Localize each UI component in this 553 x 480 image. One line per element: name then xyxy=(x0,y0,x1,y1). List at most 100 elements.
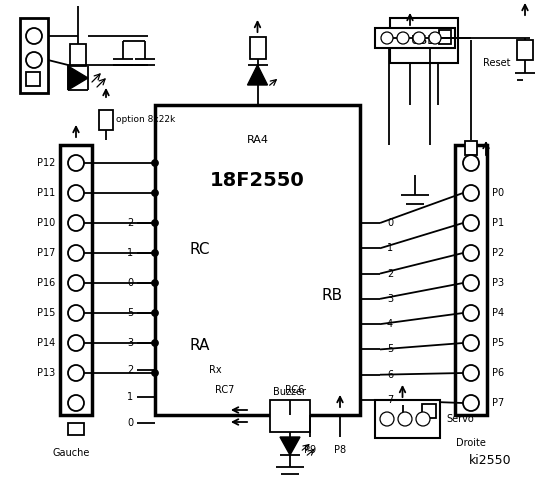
Text: 18F2550: 18F2550 xyxy=(210,170,305,190)
Text: 3: 3 xyxy=(127,338,133,348)
Circle shape xyxy=(68,305,84,321)
Bar xyxy=(70,44,86,66)
Text: 2: 2 xyxy=(127,365,133,375)
Circle shape xyxy=(26,52,42,68)
Circle shape xyxy=(68,275,84,291)
Bar xyxy=(270,400,310,432)
Bar xyxy=(60,145,92,415)
Text: 2: 2 xyxy=(387,269,393,278)
Text: 7: 7 xyxy=(387,395,393,405)
Text: P17: P17 xyxy=(36,248,55,258)
Circle shape xyxy=(463,365,479,381)
Bar xyxy=(375,400,440,438)
Circle shape xyxy=(68,245,84,261)
Circle shape xyxy=(380,412,394,426)
Text: 0: 0 xyxy=(127,278,133,288)
Circle shape xyxy=(152,339,159,347)
Circle shape xyxy=(152,279,159,287)
Circle shape xyxy=(463,215,479,231)
Bar xyxy=(155,105,360,415)
Circle shape xyxy=(68,185,84,201)
Polygon shape xyxy=(280,437,300,455)
Circle shape xyxy=(463,155,479,171)
Text: 1: 1 xyxy=(127,392,133,402)
Circle shape xyxy=(68,395,84,411)
Circle shape xyxy=(152,370,159,376)
Text: Droite: Droite xyxy=(456,438,486,448)
Polygon shape xyxy=(248,65,268,85)
Circle shape xyxy=(416,412,430,426)
Text: RC: RC xyxy=(190,242,210,257)
Text: 1: 1 xyxy=(127,248,133,258)
Circle shape xyxy=(463,395,479,411)
Text: USB: USB xyxy=(411,34,437,47)
Circle shape xyxy=(463,305,479,321)
Text: P5: P5 xyxy=(492,338,504,348)
Bar xyxy=(465,141,477,155)
Bar xyxy=(20,18,48,93)
Circle shape xyxy=(152,190,159,196)
Bar xyxy=(455,145,487,415)
Bar xyxy=(26,72,40,86)
Text: RC7: RC7 xyxy=(215,385,234,395)
Text: 5: 5 xyxy=(127,308,133,318)
Circle shape xyxy=(152,159,159,167)
Text: option 8x22k: option 8x22k xyxy=(116,116,176,124)
Circle shape xyxy=(397,32,409,44)
Text: P15: P15 xyxy=(36,308,55,318)
Text: 4: 4 xyxy=(387,319,393,329)
Text: P4: P4 xyxy=(492,308,504,318)
Text: P9: P9 xyxy=(304,445,316,455)
Bar xyxy=(422,404,436,418)
Circle shape xyxy=(68,365,84,381)
Text: P11: P11 xyxy=(36,188,55,198)
Circle shape xyxy=(463,245,479,261)
Text: P2: P2 xyxy=(492,248,504,258)
Bar xyxy=(439,30,451,44)
Text: P7: P7 xyxy=(492,398,504,408)
Circle shape xyxy=(463,275,479,291)
Bar xyxy=(517,40,533,60)
Text: Rx: Rx xyxy=(208,365,221,375)
Text: Reset: Reset xyxy=(483,58,510,68)
Circle shape xyxy=(429,32,441,44)
Text: P3: P3 xyxy=(492,278,504,288)
Text: 1: 1 xyxy=(387,243,393,253)
Text: RB: RB xyxy=(321,288,342,302)
Circle shape xyxy=(68,335,84,351)
Circle shape xyxy=(413,32,425,44)
Text: P12: P12 xyxy=(36,158,55,168)
Text: 2: 2 xyxy=(127,218,133,228)
Text: P16: P16 xyxy=(36,278,55,288)
Text: P13: P13 xyxy=(36,368,55,378)
Text: P1: P1 xyxy=(492,218,504,228)
Text: 3: 3 xyxy=(387,294,393,304)
Circle shape xyxy=(68,215,84,231)
Text: RA4: RA4 xyxy=(247,135,269,145)
Bar xyxy=(249,37,265,59)
Text: P8: P8 xyxy=(334,445,346,455)
Circle shape xyxy=(26,28,42,44)
Circle shape xyxy=(381,32,393,44)
Text: Buzzer: Buzzer xyxy=(274,387,306,397)
Text: 0: 0 xyxy=(127,418,133,428)
Circle shape xyxy=(463,185,479,201)
Text: 5: 5 xyxy=(387,345,393,354)
Circle shape xyxy=(152,310,159,316)
Text: RC6: RC6 xyxy=(285,385,305,395)
Text: 6: 6 xyxy=(387,370,393,380)
Text: P0: P0 xyxy=(492,188,504,198)
Circle shape xyxy=(463,335,479,351)
Circle shape xyxy=(398,412,412,426)
Polygon shape xyxy=(68,66,88,90)
Circle shape xyxy=(152,219,159,227)
Bar xyxy=(68,423,84,435)
Text: P10: P10 xyxy=(36,218,55,228)
Text: 0: 0 xyxy=(387,218,393,228)
Text: P14: P14 xyxy=(36,338,55,348)
Text: ki2550: ki2550 xyxy=(469,454,512,467)
Text: Servo: Servo xyxy=(446,414,474,424)
Bar xyxy=(375,28,455,48)
Bar xyxy=(99,110,113,130)
Text: P6: P6 xyxy=(492,368,504,378)
